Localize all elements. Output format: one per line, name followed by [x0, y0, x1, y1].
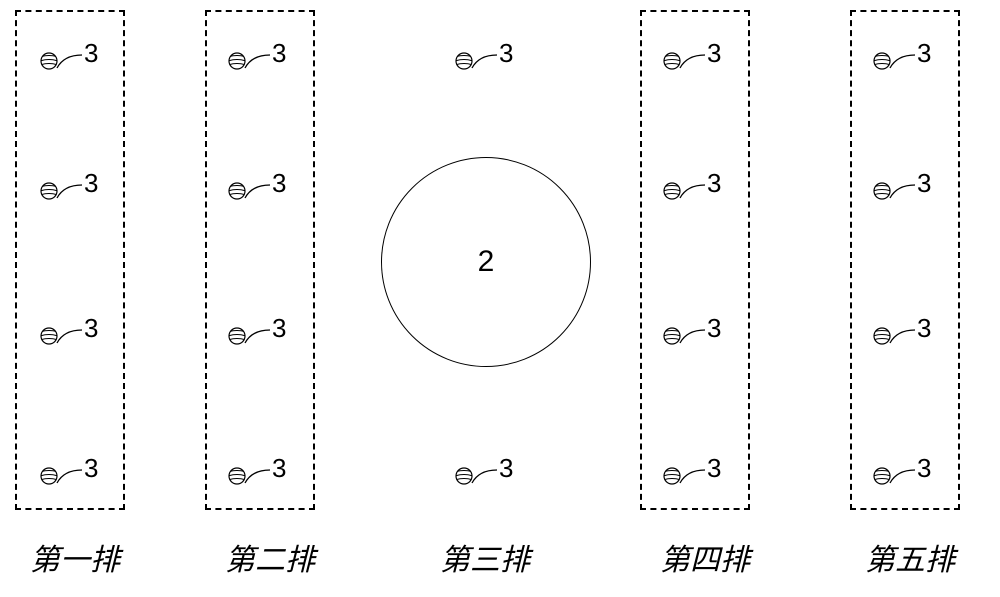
point-marker-icon: [873, 467, 891, 485]
labeled-point: 3: [873, 60, 943, 61]
leader-line-icon: [469, 52, 499, 72]
point-label: 3: [917, 168, 931, 199]
labeled-point: 3: [873, 335, 943, 336]
point-marker-icon: [40, 327, 58, 345]
labeled-point: 3: [663, 190, 733, 191]
point-marker-icon: [873, 182, 891, 200]
point-marker-icon: [40, 182, 58, 200]
labeled-point: 3: [455, 475, 525, 476]
labeled-point: 3: [663, 475, 733, 476]
point-label: 3: [84, 313, 98, 344]
column-box: [205, 10, 315, 510]
labeled-point: 3: [228, 335, 298, 336]
point-label: 3: [917, 453, 931, 484]
column-label: 第五排: [865, 535, 955, 579]
point-label: 3: [272, 313, 286, 344]
point-label: 3: [499, 453, 513, 484]
point-marker-icon: [663, 467, 681, 485]
point-label: 3: [84, 168, 98, 199]
point-marker-icon: [228, 467, 246, 485]
column-box: [850, 10, 960, 510]
leader-line-icon: [469, 467, 499, 487]
column-label: 第四排: [660, 535, 750, 579]
column-box: [15, 10, 125, 510]
point-marker-icon: [663, 182, 681, 200]
point-label: 3: [707, 313, 721, 344]
point-marker-icon: [228, 52, 246, 70]
point-label: 3: [917, 38, 931, 69]
column-box: [640, 10, 750, 510]
point-marker-icon: [228, 327, 246, 345]
point-marker-icon: [663, 327, 681, 345]
labeled-point: 3: [40, 190, 110, 191]
labeled-point: 3: [663, 335, 733, 336]
column-label: 第一排: [30, 535, 120, 579]
point-marker-icon: [873, 52, 891, 70]
point-label: 3: [84, 453, 98, 484]
diagram-stage: 第一排 3 3 3 3 第二排 3: [0, 0, 1000, 597]
labeled-point: 3: [873, 475, 943, 476]
labeled-point: 3: [40, 60, 110, 61]
point-label: 3: [499, 38, 513, 69]
labeled-point: 3: [455, 60, 525, 61]
point-marker-icon: [455, 467, 473, 485]
column-label: 第三排: [440, 535, 530, 579]
point-label: 3: [84, 38, 98, 69]
point-marker-icon: [40, 52, 58, 70]
point-marker-icon: [40, 467, 58, 485]
point-marker-icon: [455, 52, 473, 70]
point-label: 3: [272, 168, 286, 199]
labeled-point: 3: [228, 190, 298, 191]
labeled-point: 3: [40, 335, 110, 336]
point-label: 3: [917, 313, 931, 344]
point-marker-icon: [873, 327, 891, 345]
point-label: 3: [707, 38, 721, 69]
point-label: 3: [707, 168, 721, 199]
center-circle-label: 2: [478, 245, 495, 279]
point-marker-icon: [663, 52, 681, 70]
point-label: 3: [272, 38, 286, 69]
point-label: 3: [707, 453, 721, 484]
labeled-point: 3: [228, 475, 298, 476]
labeled-point: 3: [873, 190, 943, 191]
labeled-point: 3: [40, 475, 110, 476]
point-label: 3: [272, 453, 286, 484]
point-marker-icon: [228, 182, 246, 200]
labeled-point: 3: [663, 60, 733, 61]
column-label: 第二排: [225, 535, 315, 579]
labeled-point: 3: [228, 60, 298, 61]
